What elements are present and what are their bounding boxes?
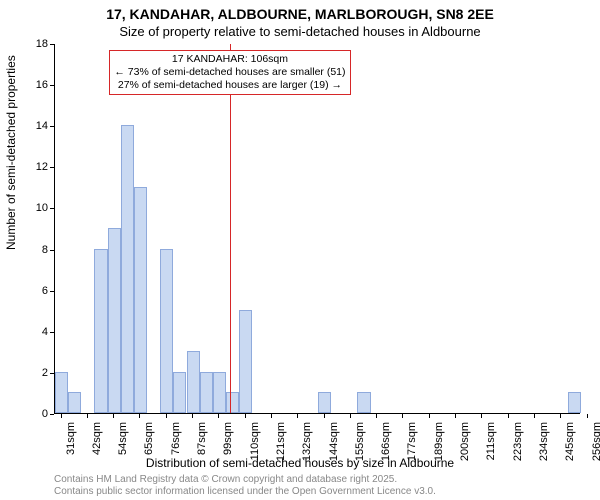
y-tick-label: 14 — [36, 120, 48, 132]
x-tick-mark — [402, 414, 403, 418]
histogram-bar — [108, 228, 121, 413]
x-tick-mark — [271, 414, 272, 418]
plot-area: 17 KANDAHAR: 106sqm← 73% of semi-detache… — [54, 44, 580, 414]
x-tick-mark — [113, 414, 114, 418]
y-axis-label: Number of semi-detached properties — [4, 55, 18, 250]
y-tick-label: 16 — [36, 79, 48, 91]
histogram-bar — [68, 392, 81, 413]
x-tick-mark — [192, 414, 193, 418]
x-axis-label: Distribution of semi-detached houses by … — [0, 456, 600, 470]
histogram-bar — [55, 372, 68, 413]
y-tick-label: 10 — [36, 202, 48, 214]
y-tick-label: 0 — [42, 408, 48, 420]
histogram-bar — [200, 372, 213, 413]
x-tick-mark — [61, 414, 62, 418]
attribution-line-2: Contains public sector information licen… — [54, 486, 436, 498]
chart-title-2: Size of property relative to semi-detach… — [0, 24, 600, 39]
attribution-line-1: Contains HM Land Registry data © Crown c… — [54, 474, 436, 486]
x-tick-mark — [534, 414, 535, 418]
y-tick-label: 12 — [36, 161, 48, 173]
x-tick-mark — [376, 414, 377, 418]
x-tick-mark — [481, 414, 482, 418]
histogram-bar — [94, 249, 107, 413]
histogram-bar — [187, 351, 200, 413]
histogram-bar — [568, 392, 581, 413]
histogram-bar — [357, 392, 370, 413]
x-tick-mark — [87, 414, 88, 418]
x-tick-mark — [245, 414, 246, 418]
annotation-line-1: 17 KANDAHAR: 106sqm — [114, 53, 345, 66]
y-tick-mark — [50, 414, 54, 415]
histogram-bar — [160, 249, 173, 413]
histogram-bar — [213, 372, 226, 413]
x-tick-mark — [324, 414, 325, 418]
y-tick-label: 6 — [42, 285, 48, 297]
chart-title-1: 17, KANDAHAR, ALDBOURNE, MARLBOROUGH, SN… — [0, 6, 600, 22]
x-tick-mark — [297, 414, 298, 418]
histogram-bar — [226, 392, 239, 413]
y-tick-label: 8 — [42, 244, 48, 256]
attribution-text: Contains HM Land Registry data © Crown c… — [54, 474, 436, 498]
x-tick-mark — [350, 414, 351, 418]
histogram-bar — [121, 125, 134, 413]
annotation-line-2: ← 73% of semi-detached houses are smalle… — [114, 66, 345, 79]
x-tick-mark — [587, 414, 588, 418]
annotation-box: 17 KANDAHAR: 106sqm← 73% of semi-detache… — [109, 50, 350, 95]
histogram-bar — [318, 392, 331, 413]
annotation-line-3: 27% of semi-detached houses are larger (… — [114, 79, 345, 92]
histogram-bar — [173, 372, 186, 413]
marker-line — [230, 44, 231, 413]
x-tick-mark — [560, 414, 561, 418]
x-tick-mark — [429, 414, 430, 418]
y-tick-label: 2 — [42, 367, 48, 379]
histogram-bar — [239, 310, 252, 413]
x-tick-mark — [218, 414, 219, 418]
chart-container: 17, KANDAHAR, ALDBOURNE, MARLBOROUGH, SN… — [0, 0, 600, 500]
histogram-bar — [134, 187, 147, 413]
x-tick-mark — [455, 414, 456, 418]
x-tick-mark — [166, 414, 167, 418]
y-tick-label: 18 — [36, 38, 48, 50]
y-tick-label: 4 — [42, 326, 48, 338]
x-tick-mark — [139, 414, 140, 418]
x-tick-mark — [508, 414, 509, 418]
